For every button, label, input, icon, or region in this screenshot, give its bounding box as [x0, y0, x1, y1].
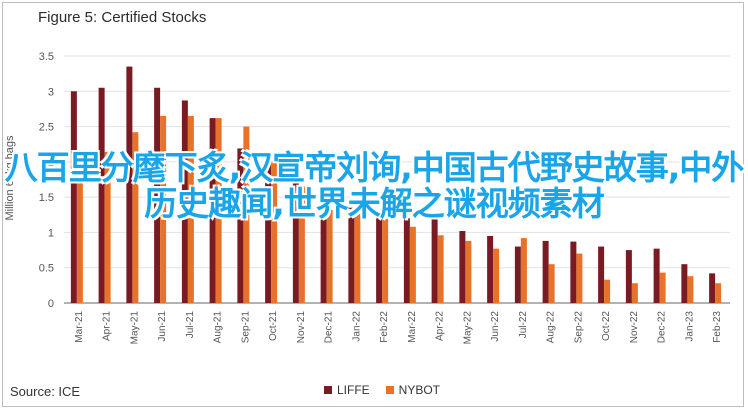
- x-tick-label: Jun-22: [490, 311, 501, 342]
- x-tick-label: Apr-21: [102, 311, 113, 341]
- bar-liffe: [514, 246, 521, 303]
- x-tick-label: Sep-22: [573, 311, 584, 344]
- bar-liffe: [542, 240, 549, 303]
- bar-liffe: [570, 241, 577, 303]
- x-tick-label: Jul-22: [518, 311, 529, 339]
- bar-liffe: [181, 100, 188, 304]
- bar-nybot: [465, 240, 472, 303]
- bar-nybot: [326, 209, 333, 303]
- bar-nybot: [493, 248, 500, 303]
- bar-nybot: [715, 283, 722, 303]
- bar-liffe: [320, 209, 327, 303]
- x-tick-label: May-22: [462, 311, 473, 345]
- bar-liffe: [403, 218, 410, 303]
- bar-nybot: [548, 264, 555, 303]
- y-tick-label: 0: [48, 298, 54, 310]
- bar-nybot: [604, 279, 611, 303]
- bar-liffe: [265, 163, 272, 303]
- y-tick-label: 0.5: [39, 263, 54, 275]
- bar-nybot: [437, 235, 444, 303]
- x-tick-label: Mar-22: [407, 311, 418, 343]
- bar-liffe: [376, 218, 383, 303]
- x-tick-label: Nov-21: [296, 311, 307, 344]
- bar-liffe: [709, 273, 716, 303]
- x-tick-label: Jul-21: [185, 311, 196, 339]
- legend-item-liffe: LIFFE: [324, 383, 370, 397]
- y-tick-label: 1.5: [39, 192, 54, 204]
- x-tick-label: Dec-22: [657, 311, 668, 344]
- legend-swatch-liffe: [324, 386, 332, 394]
- bar-liffe: [487, 235, 494, 303]
- bar-liffe: [653, 248, 660, 303]
- bar-nybot: [354, 207, 361, 303]
- legend: LIFFE NYBOT: [324, 383, 440, 397]
- bar-liffe: [598, 246, 605, 303]
- bar-nybot: [409, 226, 416, 303]
- bar-liffe: [292, 181, 299, 303]
- bar-nybot: [271, 161, 278, 303]
- legend-label-liffe: LIFFE: [337, 383, 370, 397]
- bar-nybot: [382, 218, 389, 303]
- bar-nybot: [243, 126, 250, 303]
- x-tick-label: Apr-22: [435, 311, 446, 341]
- bar-liffe: [70, 91, 77, 304]
- x-tick-label: May-21: [129, 311, 140, 345]
- bar-nybot: [187, 115, 194, 303]
- x-tick-label: Jun-21: [157, 311, 168, 342]
- chart-frame: [2, 2, 744, 407]
- bar-liffe: [237, 148, 244, 303]
- bar-liffe: [98, 87, 105, 303]
- bar-liffe: [348, 207, 355, 303]
- bar-liffe: [209, 118, 216, 303]
- x-tick-label: Feb-23: [712, 311, 723, 343]
- y-tick-label: 2.5: [39, 122, 54, 134]
- bar-nybot: [76, 164, 83, 303]
- x-tick-label: Mar-21: [74, 311, 85, 343]
- bar-liffe: [431, 218, 438, 303]
- bar-nybot: [298, 186, 305, 303]
- bar-liffe: [681, 264, 688, 303]
- bar-nybot: [631, 283, 638, 303]
- watermark-overlay-text: 八百里分麾下炙,汉宣帝刘询,中国古代野史故事,中外历史趣闻,世界未解之谜视频素材: [4, 148, 745, 223]
- bar-nybot: [659, 272, 666, 303]
- bar-nybot: [687, 276, 694, 303]
- x-tick-label: Nov-22: [629, 311, 640, 344]
- bar-nybot: [160, 115, 167, 303]
- chart-title: Figure 5: Certified Stocks: [38, 9, 207, 26]
- x-tick-label: Aug-22: [546, 311, 557, 344]
- bar-liffe: [459, 231, 466, 303]
- bar-liffe: [154, 87, 161, 303]
- bar-nybot: [104, 151, 111, 303]
- x-tick-label: Jan-23: [684, 311, 695, 342]
- source-note: Source: ICE: [10, 384, 81, 399]
- bar-liffe: [126, 66, 133, 303]
- x-tick-label: Sep-21: [240, 311, 251, 344]
- y-tick-label: 3: [48, 86, 54, 98]
- bar-nybot: [215, 118, 222, 303]
- x-tick-label: Oct-22: [601, 311, 612, 341]
- x-tick-label: Oct-21: [268, 311, 279, 341]
- x-tick-label: Aug-21: [213, 311, 224, 344]
- y-tick-label: 2: [48, 157, 54, 169]
- x-tick-label: Feb-22: [379, 311, 390, 343]
- y-tick-label: 1: [48, 227, 54, 239]
- bar-liffe: [625, 250, 632, 303]
- legend-item-nybot: NYBOT: [385, 383, 441, 397]
- bar-nybot: [132, 132, 139, 303]
- x-tick-label: Jan-22: [351, 311, 362, 342]
- y-tick-label: 3.5: [39, 51, 54, 63]
- bar-nybot: [576, 253, 583, 303]
- legend-label-nybot: NYBOT: [398, 383, 441, 397]
- bar-nybot: [520, 238, 527, 303]
- x-tick-label: Dec-21: [324, 311, 335, 344]
- legend-swatch-nybot: [385, 386, 394, 394]
